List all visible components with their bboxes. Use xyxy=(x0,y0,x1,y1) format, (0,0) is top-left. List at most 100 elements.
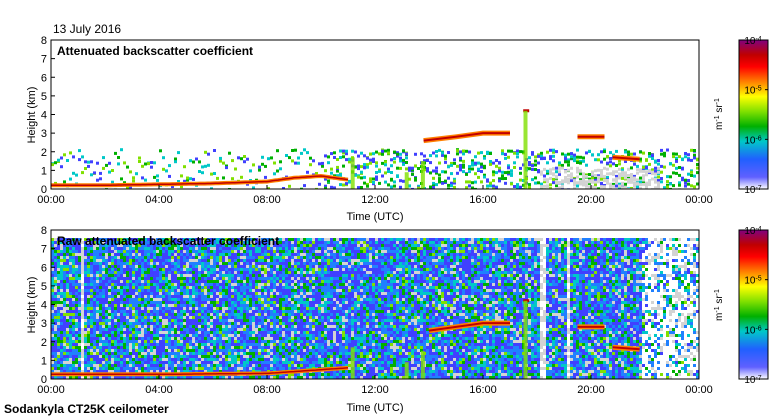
heatmap-cell xyxy=(153,241,156,244)
heatmap-cell xyxy=(105,358,108,361)
heatmap-cell xyxy=(141,277,144,280)
heatmap-cell xyxy=(285,325,288,328)
heatmap-cell xyxy=(123,331,126,334)
heatmap-cell xyxy=(210,376,213,379)
heatmap-cell xyxy=(273,262,276,265)
heatmap-cell xyxy=(195,241,198,244)
heatmap-cell xyxy=(366,156,369,160)
heatmap-cell xyxy=(555,187,558,189)
heatmap-cell xyxy=(66,325,69,328)
heatmap-cell xyxy=(117,298,120,301)
heatmap-cell xyxy=(306,170,309,174)
heatmap-cell xyxy=(156,298,159,301)
heatmap-cell xyxy=(54,313,57,316)
heatmap-cell xyxy=(219,304,222,307)
heatmap-cell xyxy=(666,180,669,184)
heatmap-cell xyxy=(75,310,78,313)
heatmap-cell xyxy=(180,289,183,292)
heatmap-cell xyxy=(279,265,282,268)
heatmap-cell xyxy=(597,153,600,157)
heatmap-cell xyxy=(219,289,222,292)
heatmap-cell xyxy=(72,238,75,241)
heatmap-cell xyxy=(657,175,660,179)
heatmap-cell xyxy=(66,159,69,162)
heatmap-cell xyxy=(144,262,147,265)
heatmap-cell xyxy=(234,319,237,322)
instrument-label: Sodankyla CT25K ceilometer xyxy=(4,402,169,416)
heatmap-cell xyxy=(144,316,147,319)
heatmap-cell xyxy=(159,298,162,301)
heatmap-cell xyxy=(222,319,225,322)
heatmap-cell xyxy=(270,331,273,334)
heatmap-cell xyxy=(108,170,111,174)
heatmap-cell xyxy=(213,334,216,337)
heatmap-cell xyxy=(72,280,75,283)
heatmap-cell xyxy=(246,289,249,292)
heatmap-cell xyxy=(360,170,363,174)
heatmap-cell xyxy=(132,316,135,319)
heatmap-cell xyxy=(198,253,201,256)
heatmap-cell xyxy=(60,325,63,328)
heatmap-cell xyxy=(108,295,111,298)
heatmap-cell xyxy=(222,295,225,298)
heatmap-cell xyxy=(213,361,216,364)
heatmap-cell xyxy=(165,337,168,340)
heatmap-cell xyxy=(246,283,249,286)
heatmap-cell xyxy=(624,186,627,189)
heatmap-cell xyxy=(120,349,123,352)
heatmap-cell xyxy=(633,162,636,166)
heatmap-cell xyxy=(207,364,210,367)
heatmap-cell xyxy=(237,304,240,307)
heatmap-cell xyxy=(108,274,111,277)
heatmap-cell xyxy=(393,180,396,184)
heatmap-cell xyxy=(264,253,267,256)
heatmap-cell xyxy=(189,268,192,271)
heatmap-cell xyxy=(168,304,171,307)
heatmap-cell xyxy=(159,310,162,313)
heatmap-cell xyxy=(213,277,216,280)
heatmap-cell xyxy=(108,286,111,289)
heatmap-cell xyxy=(63,277,66,280)
heatmap-cell xyxy=(261,364,264,367)
heatmap-cell xyxy=(63,331,66,334)
heatmap-cell xyxy=(78,310,81,313)
heatmap-cell xyxy=(150,310,153,313)
heatmap-cell xyxy=(210,298,213,301)
heatmap-cell xyxy=(288,265,291,268)
heatmap-cell xyxy=(513,166,516,169)
heatmap-cell xyxy=(279,307,282,310)
heatmap-cell xyxy=(198,322,201,325)
heatmap-cell xyxy=(153,265,156,268)
heatmap-cell xyxy=(72,319,75,322)
heatmap-cell xyxy=(165,169,168,173)
heatmap-cell xyxy=(219,301,222,304)
heatmap-cell xyxy=(264,164,267,168)
heatmap-cell xyxy=(54,256,57,259)
heatmap-cell xyxy=(279,301,282,304)
heatmap-cell xyxy=(168,364,171,367)
heatmap-cell xyxy=(108,334,111,337)
heatmap-cell xyxy=(207,286,210,289)
heatmap-cell xyxy=(168,313,171,316)
heatmap-cell xyxy=(237,241,240,244)
heatmap-cell xyxy=(60,334,63,337)
heatmap-cell xyxy=(150,361,153,364)
heatmap-cell xyxy=(249,286,252,289)
heatmap-cell xyxy=(183,352,186,355)
heatmap-cell xyxy=(99,238,102,241)
heatmap-cell xyxy=(57,331,60,334)
heatmap-cell xyxy=(399,179,402,183)
heatmap-cell xyxy=(243,313,246,316)
heatmap-cell xyxy=(66,349,69,352)
heatmap-cell xyxy=(687,172,690,176)
heatmap-cell xyxy=(534,181,537,185)
heatmap-cell xyxy=(663,151,666,155)
heatmap-cell xyxy=(192,238,195,241)
heatmap-cell xyxy=(291,340,294,343)
heatmap-cell xyxy=(129,340,132,343)
heatmap-cell xyxy=(114,295,117,298)
heatmap-cell xyxy=(240,349,243,352)
heatmap-cell xyxy=(288,274,291,277)
heatmap-cell xyxy=(78,325,81,328)
heatmap-cell xyxy=(123,358,126,361)
